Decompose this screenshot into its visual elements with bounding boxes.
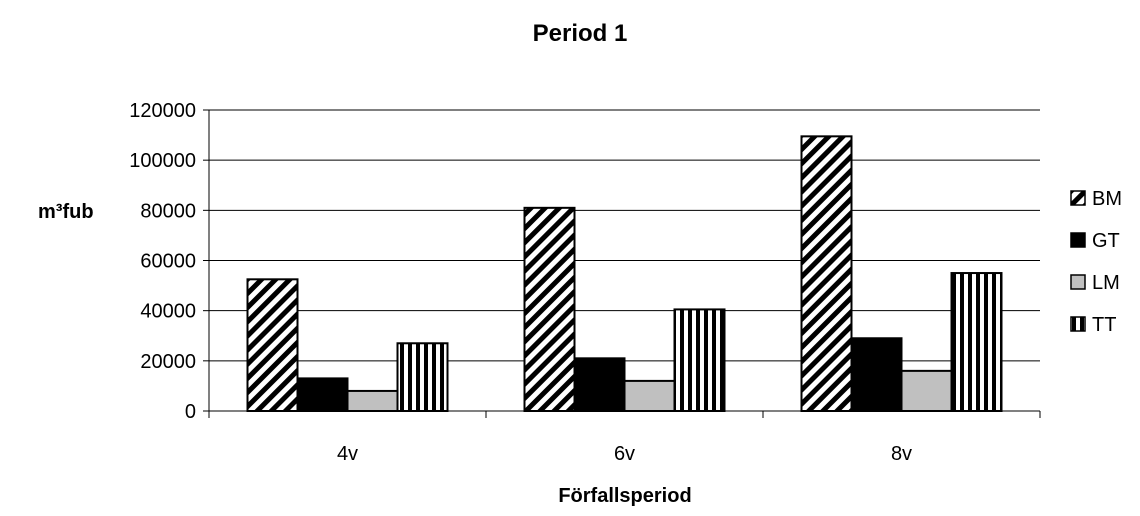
y-tick-label: 60000 (140, 251, 196, 273)
bar-gt-8v (850, 337, 903, 412)
legend-label-gt: GT (1092, 230, 1120, 252)
y-tick-label: 80000 (140, 200, 196, 222)
legend-swatch-lm (1070, 274, 1086, 290)
y-tick-label: 0 (185, 401, 196, 423)
y-tick-label: 120000 (129, 100, 196, 122)
bar-gt-4v (296, 377, 349, 412)
gridlines (209, 109, 1040, 362)
bar-gt-6v (573, 357, 626, 413)
bar-lm-6v (623, 379, 676, 412)
y-tick-label: 100000 (129, 150, 196, 172)
bar-bm-6v (523, 206, 576, 412)
x-axis-ticks: 4v 6v 8v (208, 411, 1041, 465)
x-tick-label: 8v (891, 443, 912, 465)
legend-label-lm: LM (1092, 272, 1120, 294)
bar-lm-4v (346, 389, 399, 412)
legend: BM GT LM TT (1070, 188, 1122, 336)
bar-bm-4v (246, 278, 299, 412)
y-tick-label: 40000 (140, 301, 196, 323)
x-tick-label: 4v (337, 443, 358, 465)
y-axis-ticks: 0 20000 40000 60000 80000 100000 120000 (129, 100, 209, 423)
bar-lm-8v (900, 369, 953, 413)
legend-swatch-gt (1070, 232, 1086, 248)
legend-label-tt: TT (1092, 314, 1116, 336)
chart-title: Period 1 (533, 20, 628, 47)
legend-swatch-bm (1070, 190, 1086, 206)
x-tick-label: 6v (614, 443, 635, 465)
x-axis-title: Förfallsperiod (558, 485, 691, 507)
bar-bm-8v (800, 135, 853, 412)
y-axis-title: m³fub (38, 201, 94, 223)
legend-swatch-tt (1070, 316, 1086, 332)
legend-label-bm: BM (1092, 188, 1122, 210)
bar-tt-4v (396, 342, 449, 412)
bar-tt-8v (950, 272, 1003, 412)
axes (208, 110, 1040, 412)
bar-tt-6v (673, 308, 726, 413)
bars (246, 135, 1003, 413)
y-tick-label: 20000 (140, 351, 196, 373)
